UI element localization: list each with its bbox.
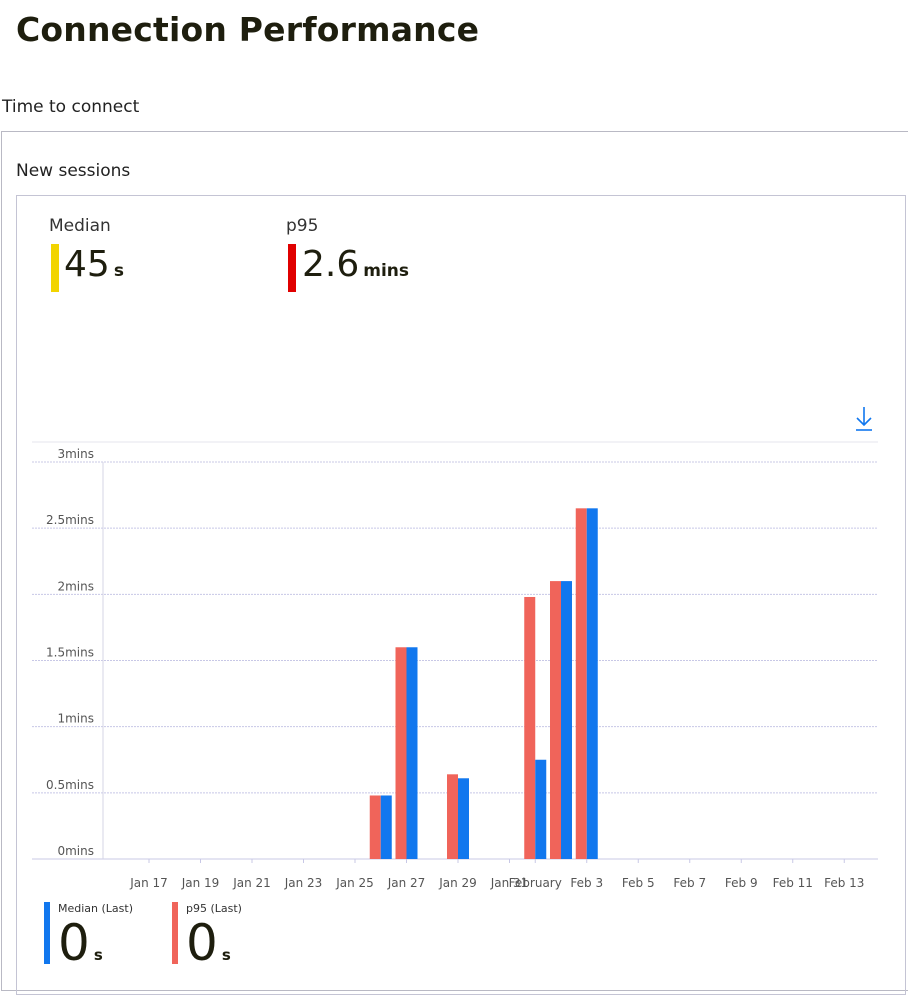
bar-median-feb-2 (561, 581, 572, 859)
y-tick-label: 1mins (57, 712, 94, 726)
card-title: New sessions (16, 161, 131, 181)
x-tick-label: Feb 9 (725, 876, 758, 890)
bar-median-feb-1 (535, 759, 547, 859)
x-tick-label: Feb 5 (622, 876, 655, 890)
legend-label-median[interactable]: Median (Last) (58, 902, 134, 915)
y-tick-label: 2.5mins (46, 513, 94, 527)
x-tick-label: Feb 3 (570, 876, 603, 890)
bar-p95-jan-27 (395, 647, 407, 859)
x-tick-label: February (509, 876, 562, 890)
median-stat: 45 s (64, 244, 124, 285)
p95-stat-unit: mins (363, 261, 410, 281)
legend-color-median (44, 902, 50, 964)
p95-stat-label: p95 (286, 216, 319, 236)
bar-median-jan-26 (380, 795, 392, 859)
x-tick-label: Jan 31 (490, 876, 529, 890)
x-tick-label: Jan 29 (438, 876, 477, 890)
legend-value-median-number: 0 (58, 914, 90, 972)
x-tick-label: Jan 23 (284, 876, 323, 890)
x-tick-label: Jan 25 (335, 876, 374, 890)
bar-p95-feb-1 (524, 596, 536, 859)
legend-color-p95 (172, 902, 178, 964)
bar-p95-jan-26 (369, 795, 381, 859)
legend-value-p95-unit: s (221, 946, 231, 964)
p95-color-bar (288, 244, 296, 292)
y-tick-label: 3mins (57, 447, 94, 461)
x-tick-label: Feb 13 (824, 876, 864, 890)
x-tick-label: Feb 11 (773, 876, 813, 890)
bar-median-jan-27 (406, 647, 418, 859)
download-icon[interactable] (852, 405, 876, 433)
x-tick-label: Jan 27 (387, 876, 426, 890)
x-tick-label: Feb 7 (673, 876, 706, 890)
y-tick-label: 0mins (57, 844, 94, 858)
median-stat-label: Median (49, 216, 111, 236)
median-color-bar (51, 244, 59, 292)
p95-stat: 2.6 mins (302, 244, 409, 285)
bar-median-jan-29 (458, 778, 469, 859)
bar-p95-feb-2 (550, 581, 561, 859)
legend-label-p95[interactable]: p95 (Last) (186, 902, 242, 915)
x-tick-label: Jan 17 (129, 876, 168, 890)
page-title: Connection Performance (16, 10, 480, 49)
y-tick-label: 2mins (57, 579, 94, 593)
y-tick-label: 0.5mins (46, 778, 94, 792)
bar-median-feb-3 (586, 508, 598, 859)
section-title: Time to connect (2, 97, 140, 117)
p95-stat-value: 2.6 (302, 244, 360, 285)
median-stat-unit: s (113, 261, 124, 281)
bar-p95-feb-3 (575, 508, 587, 859)
bar-p95-jan-29 (447, 774, 458, 859)
x-tick-label: Jan 21 (232, 876, 271, 890)
median-stat-value: 45 (64, 244, 110, 285)
legend-value-median-unit: s (93, 946, 103, 964)
y-tick-label: 1.5mins (46, 646, 94, 660)
x-tick-label: Jan 19 (181, 876, 220, 890)
legend-value-p95-number: 0 (186, 914, 218, 972)
